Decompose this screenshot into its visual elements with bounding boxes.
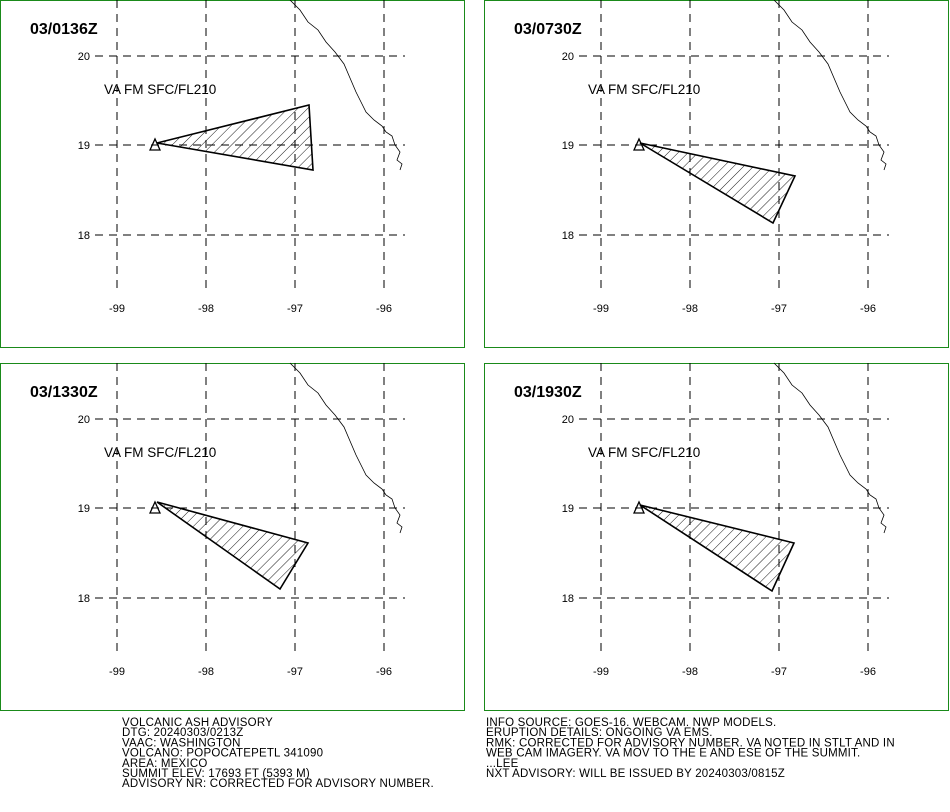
- valid-time: 03/1330Z: [30, 384, 98, 401]
- footer-line: DTG: 20240303/0213Z: [122, 727, 243, 739]
- lat-label: 20: [78, 414, 90, 426]
- lon-label: -96: [860, 303, 876, 315]
- lat-label: 20: [562, 414, 574, 426]
- coastline: [289, 0, 403, 171]
- lon-label: -96: [376, 303, 392, 315]
- lon-label: -99: [109, 303, 125, 315]
- flight-level: VA FM SFC/FL210: [588, 445, 700, 460]
- lon-label: -99: [593, 666, 609, 678]
- lon-label: -99: [593, 303, 609, 315]
- valid-time: 03/0730Z: [514, 21, 582, 38]
- lat-label: 18: [78, 230, 90, 242]
- lon-label: -98: [198, 303, 214, 315]
- coastline: [773, 362, 887, 534]
- volcano-symbol: [148, 137, 162, 151]
- ash-area: [639, 504, 796, 593]
- panel-border: [484, 363, 949, 711]
- lon-label: -98: [682, 303, 698, 315]
- volcano-symbol: [632, 137, 646, 151]
- lon-label: -97: [287, 303, 303, 315]
- map-panel: -99 -98 -97 -96 20 19 18 03/1330Z VA FM SFC/FL21…: [0, 362, 465, 711]
- lat-label: 20: [562, 51, 574, 63]
- flight-level: VA FM SFC/FL210: [588, 82, 700, 97]
- map-panel: -99 -98 -97 -96 20 19 18 03/0730Z VA FM SFC/FL21…: [484, 0, 949, 348]
- footer-line: ERUPTION DETAILS: ONGOING VA EMS.: [486, 727, 713, 739]
- footer-line: ADVISORY NR: CORRECTED FOR ADVISORY NUMB…: [122, 778, 434, 790]
- footer-line: SUMMIT ELEV: 17693 FT (5393 M): [122, 768, 310, 780]
- lat-label: 19: [78, 503, 90, 515]
- footer-line: RMK: CORRECTED FOR ADVISORY NUMBER. VA N…: [486, 737, 895, 749]
- footer-line: VOLCANIC ASH ADVISORY: [122, 717, 273, 729]
- coastline: [773, 0, 887, 171]
- lon-label: -98: [198, 666, 214, 678]
- footer-line: INFO SOURCE: GOES-16. WEBCAM. NWP MODELS…: [486, 717, 776, 729]
- lat-label: 19: [562, 140, 574, 152]
- volcano-symbol: [148, 500, 162, 514]
- lon-label: -99: [109, 666, 125, 678]
- ash-area: [156, 103, 314, 171]
- panel-border: [484, 0, 949, 348]
- footer-line: VOLCANO: POPOCATEPETL 341090: [122, 748, 323, 760]
- lat-label: 18: [78, 593, 90, 605]
- lon-label: -97: [771, 303, 787, 315]
- lon-label: -96: [860, 666, 876, 678]
- footer-line: ...LEE: [486, 758, 519, 770]
- panel-border: [0, 0, 465, 348]
- volcano-symbol: [632, 500, 646, 514]
- lon-label: -97: [287, 666, 303, 678]
- ash-area: [156, 501, 310, 591]
- footer-line: WEB CAM IMAGERY. VA MOV TO THE E AND ESE…: [486, 748, 860, 760]
- valid-time: 03/1930Z: [514, 384, 582, 401]
- lon-label: -97: [771, 666, 787, 678]
- map-panel: -99 -98 -97 -96 20 19 18 03/0136Z VA FM SFC/FL21…: [0, 0, 465, 348]
- lon-label: -98: [682, 666, 698, 678]
- flight-level: VA FM SFC/FL210: [104, 445, 216, 460]
- lon-label: -96: [376, 666, 392, 678]
- ash-area: [639, 142, 797, 225]
- valid-time: 03/0136Z: [30, 21, 98, 38]
- footer-line: VAAC: WASHINGTON: [122, 737, 241, 749]
- lat-label: 19: [78, 140, 90, 152]
- coastline: [289, 362, 403, 534]
- footer-line: NXT ADVISORY: WILL BE ISSUED BY 20240303…: [486, 768, 785, 780]
- panel-border: [0, 363, 465, 711]
- lat-label: 20: [78, 51, 90, 63]
- lat-label: 19: [562, 503, 574, 515]
- map-panel: -99 -98 -97 -96 20 19 18 03/1930Z VA FM SFC/FL21…: [484, 362, 949, 711]
- lat-label: 18: [562, 230, 574, 242]
- lat-label: 18: [562, 593, 574, 605]
- footer-line: AREA: MEXICO: [122, 758, 207, 770]
- flight-level: VA FM SFC/FL210: [104, 82, 216, 97]
